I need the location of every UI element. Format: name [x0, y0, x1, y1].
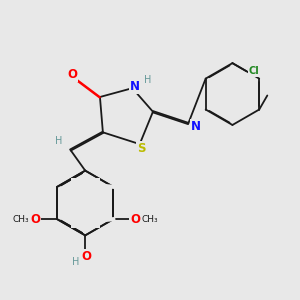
Text: H: H — [55, 136, 62, 146]
Text: CH₃: CH₃ — [142, 215, 158, 224]
Text: N: N — [190, 120, 201, 133]
Text: O: O — [88, 179, 98, 192]
Text: O: O — [30, 213, 40, 226]
Text: O: O — [82, 250, 92, 262]
Text: O: O — [88, 214, 98, 227]
Text: CH₃: CH₃ — [71, 181, 88, 190]
Bar — [70, 213, 100, 228]
Text: H: H — [72, 257, 80, 268]
Bar — [70, 178, 100, 193]
Text: S: S — [137, 142, 146, 155]
Text: CH₃: CH₃ — [12, 215, 29, 224]
Text: Cl: Cl — [248, 66, 259, 76]
Text: N: N — [130, 80, 140, 93]
Text: CH₃: CH₃ — [71, 216, 88, 225]
Text: O: O — [130, 213, 140, 226]
Text: O: O — [67, 68, 77, 81]
Text: H: H — [144, 75, 151, 85]
